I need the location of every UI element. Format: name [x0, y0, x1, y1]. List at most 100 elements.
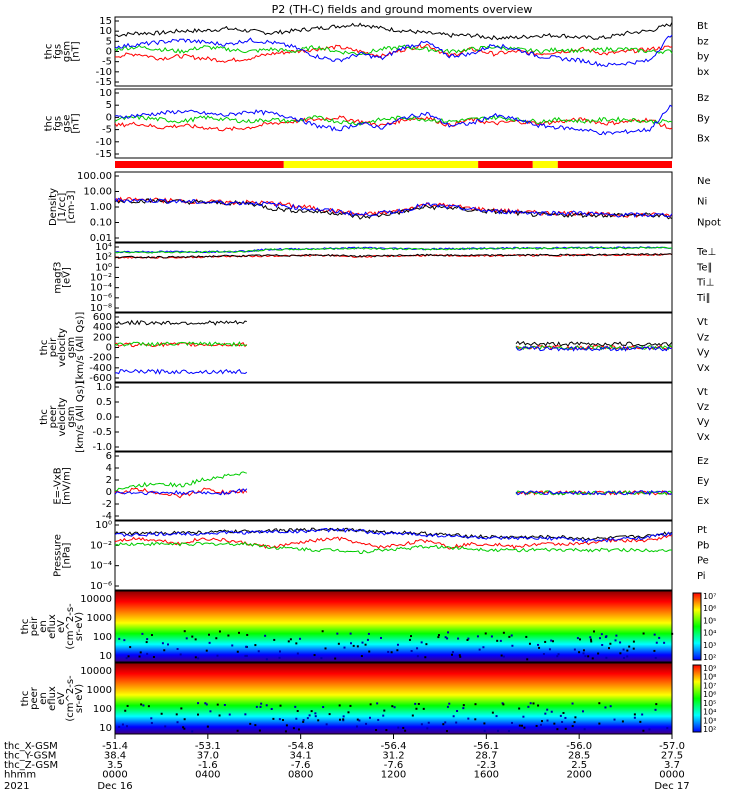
- spectrogram-pixel: [445, 730, 448, 733]
- ylabel-line: thc: [39, 409, 50, 425]
- figure-title: P2 (TH-C) fields and ground moments over…: [272, 3, 533, 16]
- series-line-Npot: [114, 197, 673, 218]
- spectrogram-pixel: [218, 630, 221, 633]
- spectrogram-pixel: [496, 639, 499, 642]
- ytick-label: 5: [106, 36, 112, 47]
- legend-entry: Bz: [697, 93, 709, 104]
- series-line-Vy: [515, 344, 673, 351]
- legend-entry: Vt: [697, 317, 708, 328]
- series-line-Pi: [114, 527, 673, 544]
- spectrogram-pixel: [410, 650, 413, 653]
- ytick-label: 15: [99, 16, 112, 27]
- spectrogram-pixel: [121, 723, 124, 726]
- spectrogram-pixel: [322, 706, 325, 709]
- series-line-Vx: [114, 368, 248, 375]
- ytick-label: -5: [102, 125, 112, 136]
- series-line-Bx: [114, 104, 673, 136]
- ytick-label: 10⁰: [95, 520, 112, 531]
- ytick-label: 100: [93, 704, 112, 715]
- spectrogram-pixel: [574, 716, 577, 719]
- ylabel-line: magf3: [53, 261, 64, 293]
- ylabel-line: thc: [20, 691, 31, 707]
- ylabel-line: eV: [56, 620, 67, 633]
- spectrogram-pixel: [654, 656, 657, 659]
- spectrogram-pixel: [518, 724, 521, 727]
- spectrogram-pixel: [613, 718, 616, 721]
- spectrogram-pixel: [528, 642, 531, 645]
- colorbar-tick: 10⁷: [703, 592, 716, 601]
- spectrogram-pixel: [626, 649, 629, 652]
- spectrogram-pixel: [583, 728, 586, 731]
- spectrogram-pixel: [228, 713, 231, 716]
- spectrogram-pixel: [376, 702, 379, 705]
- spectrogram-pixel: [564, 727, 567, 730]
- ytick-label: 0.01: [90, 233, 112, 244]
- ytick-label: -400: [89, 363, 112, 374]
- ytick-label: -4: [102, 511, 112, 522]
- ytick-label: 10: [99, 26, 112, 37]
- ylabel-line: [nT]: [71, 41, 82, 61]
- ytick-label: 10000: [80, 594, 112, 605]
- ylabel-line: (cm^2-s-: [65, 675, 76, 722]
- spectrogram-pixel: [592, 630, 595, 633]
- legend-entry: Vx: [697, 432, 710, 443]
- spectrogram-pixel: [236, 650, 239, 653]
- spectrogram-pixel: [390, 651, 393, 654]
- panel-peir_spec: 10000 1000 100 10 thcpeirenefluxeV(cm^2-s-sr…: [20, 590, 716, 663]
- spectrogram-pixel: [146, 638, 149, 641]
- ytick-label: 10²: [95, 252, 112, 263]
- spectrogram-pixel: [537, 704, 540, 707]
- spectrogram-pixel: [396, 649, 399, 652]
- panel-frame: [114, 590, 673, 663]
- spectrogram-pixel: [191, 730, 194, 733]
- spectrogram-pixel: [553, 722, 556, 725]
- time-row-value: 2000: [566, 770, 591, 781]
- colorbar-tick: 10⁷: [703, 681, 716, 690]
- spectrogram-pixel: [255, 705, 258, 708]
- legend-entry: Ex: [697, 496, 709, 507]
- colorbar-tick: 10⁵: [703, 699, 716, 708]
- spectrogram-pixel: [364, 643, 367, 646]
- spectrogram-pixel: [589, 638, 592, 641]
- spectrogram-pixel: [254, 724, 257, 727]
- spectrogram-pixel: [295, 642, 298, 645]
- spectrogram-pixel: [129, 646, 132, 649]
- spectrogram-pixel: [559, 714, 562, 717]
- time-row-value: 0800: [288, 770, 313, 781]
- spectrogram-pixel: [501, 702, 504, 705]
- ytick-label: 10.00: [83, 187, 112, 198]
- spectrogram-pixel: [146, 652, 149, 655]
- colorbar-tick: 10⁶: [703, 690, 716, 699]
- spectrogram-pixel: [249, 722, 252, 725]
- colorbar-tick: 10⁴: [703, 629, 716, 638]
- ylabel-line: peer: [48, 405, 59, 429]
- spectrogram-pixel: [483, 729, 486, 732]
- time-row-value: 28.7: [475, 751, 497, 762]
- spectrogram-pixel: [299, 637, 302, 640]
- spectrogram-pixel: [196, 713, 199, 716]
- ylabel-line: thc: [44, 44, 55, 60]
- spectrogram-pixel: [166, 643, 169, 646]
- spectrogram-pixel: [194, 638, 197, 641]
- spectrogram-pixel: [521, 724, 524, 727]
- ytick-label: 4: [106, 463, 112, 474]
- ytick-label: -15: [96, 77, 112, 88]
- spectrogram-pixel: [455, 721, 458, 724]
- spectrogram-pixel: [265, 704, 268, 707]
- colorbar-tick: 10³: [703, 716, 716, 725]
- series-line-Ey: [515, 490, 673, 496]
- spectrogram-pixel: [601, 644, 604, 647]
- ylabel-line: en: [38, 692, 49, 705]
- spectrogram-pixel: [451, 651, 454, 654]
- spectrogram-pixel: [160, 712, 163, 715]
- spectrogram-pixel: [605, 635, 608, 638]
- spectrogram-pixel: [564, 716, 567, 719]
- spectrogram-pixel: [474, 703, 477, 706]
- ylabel-line: fgs: [53, 44, 64, 59]
- ylabel-line: gse: [62, 115, 73, 133]
- spectrogram-pixel: [397, 726, 400, 729]
- spectrogram-pixel: [270, 707, 273, 710]
- spectrogram-pixel: [641, 713, 644, 716]
